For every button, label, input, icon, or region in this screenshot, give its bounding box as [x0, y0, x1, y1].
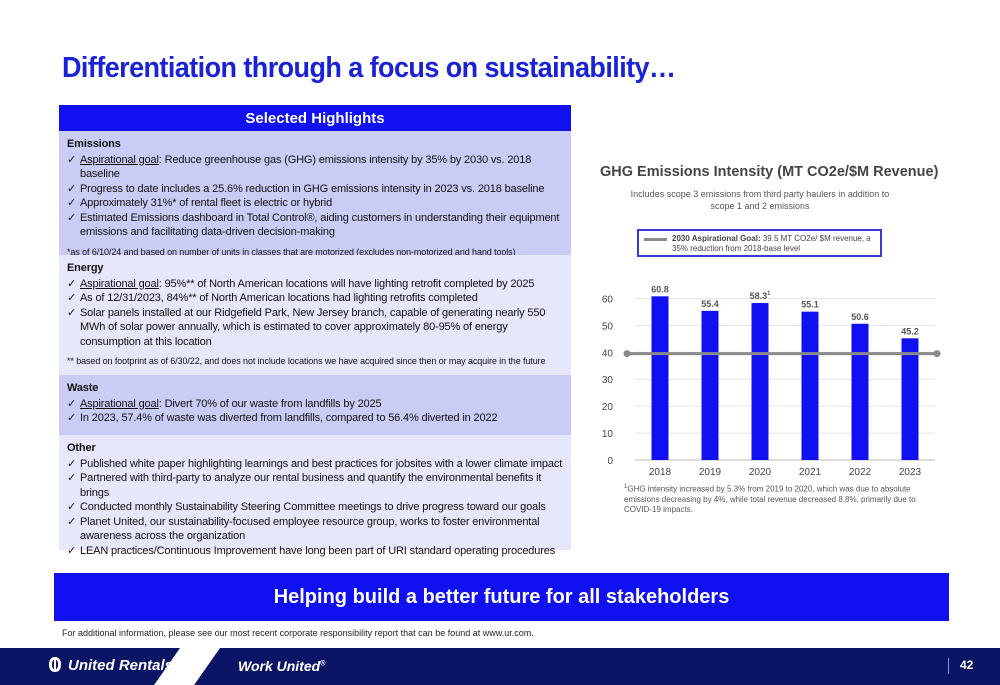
check-icon: ✓: [67, 472, 77, 484]
data-label: 50.6: [851, 312, 869, 322]
check-icon: ✓: [67, 515, 77, 528]
legend-label: 2030 Aspirational Goal:: [672, 234, 761, 243]
data-label: 55.1: [801, 300, 819, 310]
check-icon: ✓: [67, 397, 77, 410]
data-label: 45.2: [901, 326, 919, 336]
list-item: ✓ As of 12/31/2023, 84%** of North Americ…: [67, 292, 478, 304]
bar: [651, 296, 669, 460]
goal-line-marker: [933, 350, 941, 358]
x-tick-label: 2020: [749, 467, 772, 478]
emissions-section: Emissions ✓ Aspirational goal: Reduce gre…: [59, 131, 571, 257]
additional-info-note: For additional information, please see o…: [62, 628, 534, 638]
y-tick-label: 20: [602, 402, 614, 413]
page-number: 42: [960, 658, 974, 672]
list-item: ✓ Planet United, our sustainability-focus…: [67, 515, 540, 543]
other-section: Other ✓ Published white paper highlightin…: [59, 435, 571, 557]
x-tick-label: 2018: [649, 467, 672, 478]
page-title: Differentiation through a focus on susta…: [62, 52, 676, 84]
list-item: ✓ Published white paper highlighting lear…: [67, 457, 563, 470]
data-label: 60.8: [651, 284, 669, 294]
logo-mark-icon: [49, 657, 61, 672]
y-tick-label: 40: [602, 348, 614, 359]
section-title: Energy: [67, 262, 104, 274]
waste-section: Waste ✓ Aspirational goal: Divert 70% of …: [59, 375, 571, 435]
check-icon: ✓: [67, 544, 77, 557]
check-icon: ✓: [67, 277, 77, 290]
list-item: ✓ Conducted monthly Sustainability Steeri…: [67, 501, 546, 513]
list-item: ✓ Estimated Emissions dashboard in Total …: [67, 211, 560, 239]
check-icon: ✓: [67, 306, 77, 319]
y-tick-label: 30: [602, 375, 614, 386]
list-item: ✓ Aspirational goal: Reduce greenhouse ga…: [67, 153, 532, 181]
x-tick-label: 2019: [699, 467, 722, 478]
bar: [901, 338, 919, 460]
list-item: ✓ Aspirational goal: Divert 70% of our wa…: [67, 397, 382, 410]
highlights-header: Selected Highlights: [59, 105, 571, 131]
goal-line-marker: [623, 350, 631, 358]
y-tick-label: 60: [602, 294, 614, 305]
footnote: ** based on footprint as of 6/30/22, and…: [67, 356, 546, 366]
stakeholders-banner: Helping build a better future for all st…: [54, 573, 949, 621]
page-separator: [948, 658, 949, 674]
bar: [701, 310, 719, 460]
work-united-tagline: Work United®: [238, 658, 326, 674]
legend-line-swatch: [644, 238, 667, 241]
check-icon: ✓: [67, 412, 77, 424]
energy-section: Energy ✓ Aspirational goal: 95%** of Nort…: [59, 255, 571, 375]
chart-title: GHG Emissions Intensity (MT CO2e/$M Reve…: [600, 164, 939, 180]
list-item: ✓ Partnered with third-party to analyze o…: [67, 472, 542, 499]
bar: [851, 323, 869, 460]
check-icon: ✓: [67, 457, 77, 470]
chart-legend: 2030 Aspirational Goal: 39.5 MT CO2e/ $M…: [637, 229, 882, 257]
list-item: ✓ In 2023, 57.4% of waste was diverted fr…: [67, 412, 498, 424]
list-item: ✓ Solar panels installed at our Ridgefiel…: [67, 306, 546, 348]
list-item: ✓ Progress to date includes a 25.6% reduc…: [67, 182, 545, 195]
y-tick-label: 50: [602, 321, 614, 332]
x-tick-label: 2022: [849, 467, 872, 478]
data-label-superscript: 1: [767, 291, 771, 297]
check-icon: ✓: [67, 292, 77, 304]
chart-subtitle: Includes scope 3 emissions from third pa…: [630, 189, 890, 211]
check-icon: ✓: [67, 182, 77, 195]
legend-text: 39.5 MT CO2e/ $M revenue, a 35% reductio…: [672, 234, 871, 253]
check-icon: ✓: [67, 501, 77, 513]
section-title: Other: [67, 442, 96, 454]
check-icon: ✓: [67, 153, 77, 166]
data-label: 58.31: [750, 291, 772, 301]
bar: [751, 303, 769, 460]
check-icon: ✓: [67, 211, 77, 224]
list-item: ✓ LEAN practices/Continuous Improvement h…: [67, 544, 556, 557]
section-title: Emissions: [67, 138, 121, 150]
ghg-bar-chart: 0 10 20 30 40 50 60 60.8 2018 55.4 2019 58.31 2020 55…: [602, 284, 941, 478]
footer-bar: United Rentals Work United® 42: [0, 648, 1000, 685]
bar: [801, 311, 819, 460]
y-tick-label: 10: [602, 429, 614, 440]
list-item: ✓ Aspirational goal: 95%** of North Ameri…: [67, 277, 535, 290]
x-tick-label: 2021: [799, 467, 822, 478]
list-item: ✓ Approximately 31%* of rental fleet is e…: [67, 197, 333, 209]
y-tick-label: 0: [607, 456, 613, 467]
data-label: 55.4: [701, 299, 719, 309]
united-rentals-logo: United Rentals: [48, 656, 173, 674]
chart-footnote: 1GHG intensity increased by 5.3% from 20…: [624, 484, 916, 514]
section-title: Waste: [67, 382, 99, 394]
check-icon: ✓: [67, 197, 77, 209]
footnote: *as of 6/10/24 and based on number of un…: [67, 246, 516, 257]
x-tick-label: 2023: [899, 467, 922, 478]
